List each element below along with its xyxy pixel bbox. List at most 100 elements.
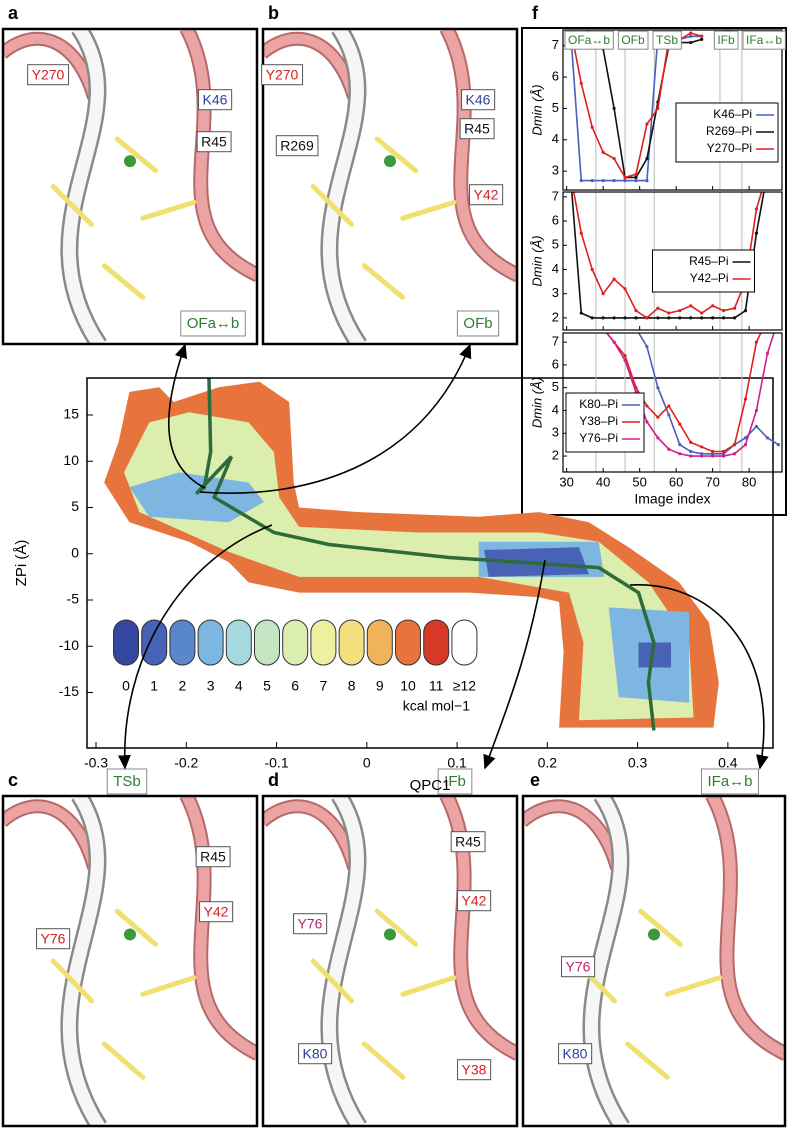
- residue-label: Y76: [41, 931, 66, 947]
- residue-box: [457, 890, 492, 912]
- residue-label: Y42: [462, 893, 487, 909]
- panel-letter: f: [532, 3, 539, 23]
- helix-pink: [2, 801, 99, 870]
- side-chain: [638, 908, 683, 947]
- state-label: IFb: [444, 773, 466, 790]
- residue-label: R45: [201, 134, 227, 150]
- data-point: [569, 171, 572, 174]
- panel-letter: d: [268, 770, 279, 790]
- residue-label: Y76: [566, 959, 591, 975]
- residue-box: [27, 64, 70, 86]
- y-tick-label: 6: [552, 68, 559, 83]
- data-point: [700, 445, 704, 449]
- state-box: [652, 30, 682, 50]
- colorbar-swatch: [169, 619, 196, 666]
- data-point: [623, 316, 627, 320]
- data-point: [612, 277, 616, 281]
- residue-box: [298, 1043, 333, 1065]
- data-point: [601, 178, 605, 183]
- data-point: [722, 309, 726, 313]
- y-tick-label: 6: [552, 212, 559, 227]
- molecular-panel: [2, 28, 258, 345]
- y-tick-label: 6: [552, 356, 559, 371]
- data-point: [612, 157, 616, 161]
- state-box: [713, 30, 739, 50]
- data-point: [689, 304, 693, 308]
- colorbar-label: 6: [291, 678, 299, 694]
- y-axis-label: Dmin (Å): [529, 377, 544, 428]
- residue-box: [461, 89, 496, 111]
- colorbar-label: 1: [150, 678, 158, 694]
- data-point: [645, 157, 649, 161]
- data-point: [754, 424, 759, 429]
- data-point: [678, 309, 682, 313]
- residue-label: R45: [200, 849, 226, 865]
- y-tick-label: 7: [552, 334, 559, 349]
- colorbar-label: 4: [235, 678, 243, 694]
- side-chain: [361, 263, 406, 300]
- arrow: [629, 584, 769, 770]
- residue-label: K80: [303, 1046, 328, 1062]
- residue-label: Y270: [266, 67, 299, 83]
- energy-region: [129, 472, 264, 523]
- data-point: [623, 287, 627, 291]
- colorbar-label: 9: [376, 678, 384, 694]
- data-point: [689, 34, 693, 38]
- colorbar-swatch: [197, 619, 224, 666]
- side-chain: [140, 975, 197, 997]
- panel-f-frame: [521, 27, 787, 516]
- state-box: [106, 768, 148, 795]
- data-point: [656, 415, 660, 419]
- data-point: [700, 37, 704, 42]
- phosphate: [648, 928, 660, 941]
- panel-frame: [1, 27, 259, 346]
- legend-label: R269–Pi: [706, 124, 752, 138]
- data-point: [667, 447, 671, 451]
- y-tick-label: 2: [552, 447, 559, 462]
- arrow: [483, 559, 546, 770]
- y-tick-label: -10: [59, 637, 79, 653]
- data-point: [732, 306, 737, 310]
- colorbar-label: 2: [179, 678, 187, 694]
- helix-pink: [707, 795, 786, 1059]
- panel-frame: [1, 794, 259, 1128]
- data-point: [623, 358, 627, 362]
- state-box: [456, 310, 500, 337]
- residue-box: [195, 846, 231, 868]
- residue-label: Y42: [204, 904, 229, 920]
- x-tick-label: 0: [363, 755, 371, 771]
- data-point: [569, 171, 572, 174]
- helix-white: [322, 795, 365, 1127]
- colorbar-swatch: [338, 619, 365, 666]
- y-axis-label: ZPi (Å): [13, 540, 30, 587]
- helix-white: [62, 28, 105, 345]
- residue-label: K80: [563, 1046, 588, 1062]
- residue-label: R45: [455, 834, 481, 850]
- state-box: [617, 30, 649, 50]
- plot-frame: [86, 377, 774, 749]
- data-point: [623, 178, 627, 183]
- data-point: [601, 292, 605, 296]
- side-chain: [101, 263, 146, 300]
- helix-pink: [441, 28, 518, 281]
- legend-label: Y76–Pi: [579, 431, 618, 445]
- colorbar-label: 5: [263, 678, 271, 694]
- data-point: [777, 318, 780, 321]
- x-axis-label: QPC1: [410, 777, 451, 794]
- colorbar-swatch: [366, 619, 393, 666]
- colorbar-label: 7: [320, 678, 328, 694]
- data-point: [667, 316, 671, 320]
- state-label: IFb: [717, 33, 735, 47]
- y-tick-label: 5: [552, 100, 559, 115]
- x-tick-label: 50: [632, 474, 646, 489]
- x-tick-label: 30: [559, 474, 573, 489]
- y-axis-label: Dmin (Å): [529, 84, 544, 135]
- data-point: [700, 316, 704, 320]
- residue-box: [558, 1043, 593, 1065]
- panel-frame: [261, 27, 519, 346]
- data-point: [667, 413, 671, 417]
- residue-label: Y76: [298, 916, 323, 932]
- x-tick-label: 0.4: [718, 755, 738, 771]
- data-point: [579, 81, 583, 85]
- legend-box: [652, 249, 755, 293]
